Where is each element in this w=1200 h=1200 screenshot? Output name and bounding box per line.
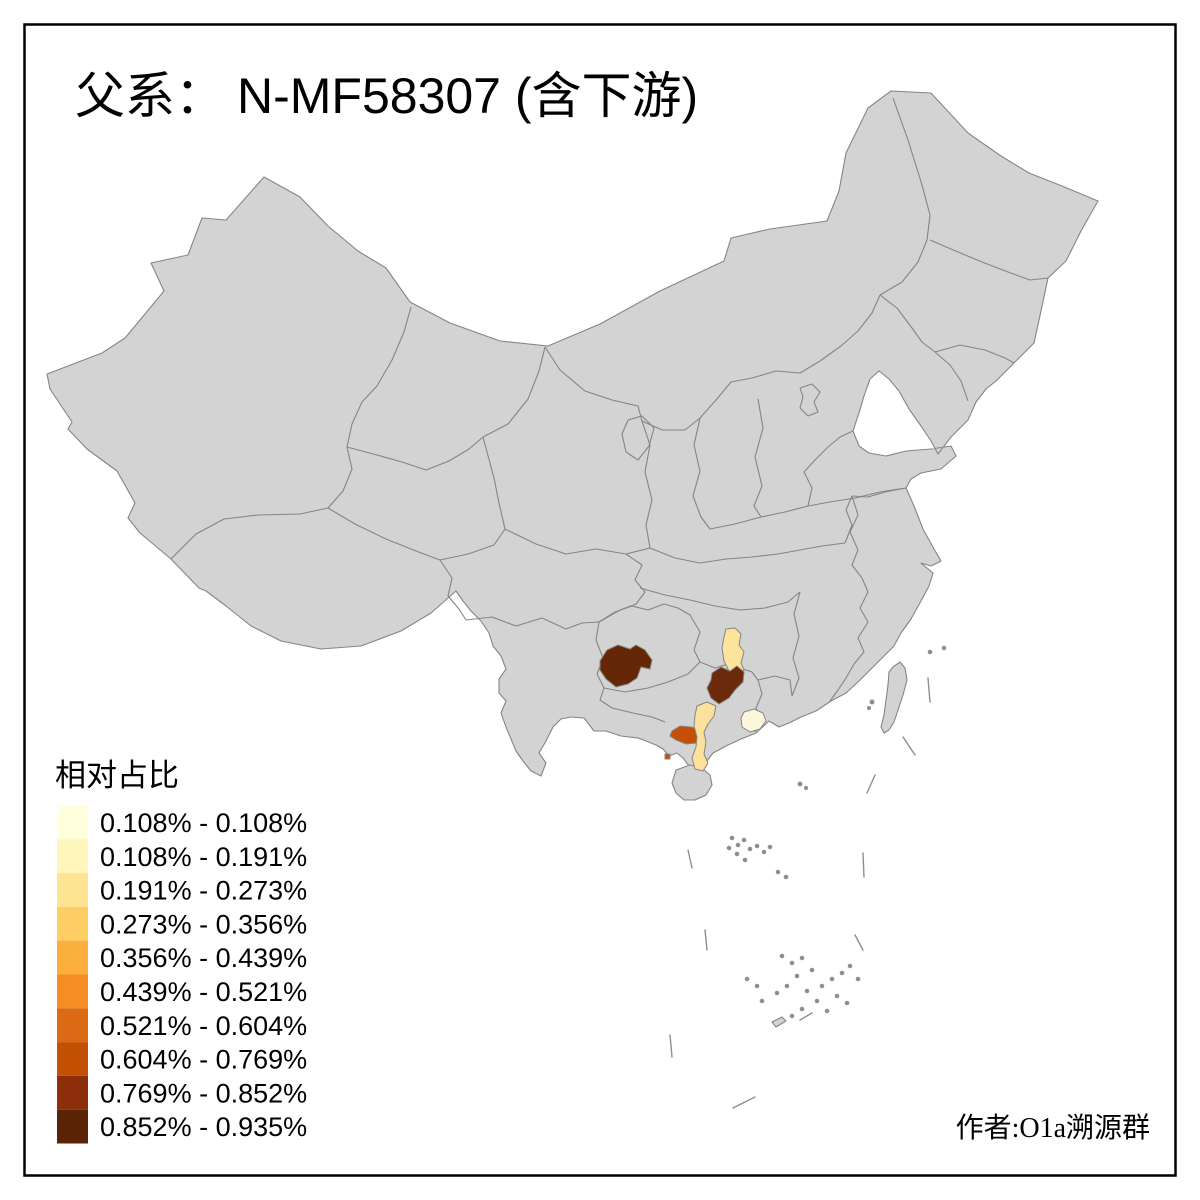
region-west-guangdong	[740, 708, 767, 733]
legend-swatch	[57, 805, 88, 840]
highlighted-regions	[599, 627, 767, 772]
south-china-sea-features	[669, 645, 947, 1109]
mainland-outline	[46, 90, 1099, 790]
legend-label: 0.852% - 0.935%	[100, 1112, 307, 1142]
region-west-hunan	[721, 627, 745, 675]
legend-swatch	[57, 839, 88, 874]
legend-label: 0.604% - 0.769%	[100, 1045, 307, 1075]
legend-swatch	[57, 1008, 88, 1043]
south-sea-islet	[771, 1016, 787, 1028]
legend-swatch	[57, 1075, 88, 1110]
province-boundaries	[170, 97, 1049, 733]
legend-label: 0.108% - 0.108%	[100, 808, 307, 838]
legend-swatch	[57, 974, 88, 1009]
legend-label: 0.356% - 0.439%	[100, 943, 307, 973]
title-prefix: 父系：	[75, 68, 225, 124]
region-hunan-guangxi-border	[706, 665, 745, 705]
plot-frame	[23, 23, 1177, 1177]
taiwan-island	[880, 661, 908, 734]
legend-label: 0.191% - 0.273%	[100, 876, 307, 906]
region-leizhou-peninsula	[691, 701, 717, 772]
legend-label: 0.439% - 0.521%	[100, 977, 307, 1007]
region-coastal-islet	[664, 753, 671, 760]
hainan-island	[671, 764, 713, 801]
legend-label: 0.769% - 0.852%	[100, 1078, 307, 1108]
page-title: 父系： N-MF58307 (含下游)	[75, 68, 698, 124]
china-landmass	[46, 90, 1099, 1028]
legend-items: 0.108% - 0.108% 0.108% - 0.191% 0.191% - 0…	[57, 805, 307, 1144]
legend-label: 0.273% - 0.356%	[100, 909, 307, 939]
region-southwest-guizhou	[599, 644, 653, 688]
author-credit: 作者:O1a溯源群	[956, 1112, 1150, 1144]
legend: 相对占比 0.108% - 0.108% 0.108% - 0.191% 0.191…	[55, 758, 307, 1144]
legend-swatch	[57, 1042, 88, 1076]
legend-label: 0.521% - 0.604%	[100, 1011, 307, 1041]
legend-swatch	[57, 906, 88, 941]
title-main: N-MF58307 (含下游)	[237, 68, 698, 124]
legend-swatch	[57, 940, 88, 975]
legend-title: 相对占比	[55, 758, 179, 793]
legend-swatch	[57, 873, 88, 907]
legend-swatch	[57, 1109, 88, 1144]
legend-label: 0.108% - 0.191%	[100, 842, 307, 872]
